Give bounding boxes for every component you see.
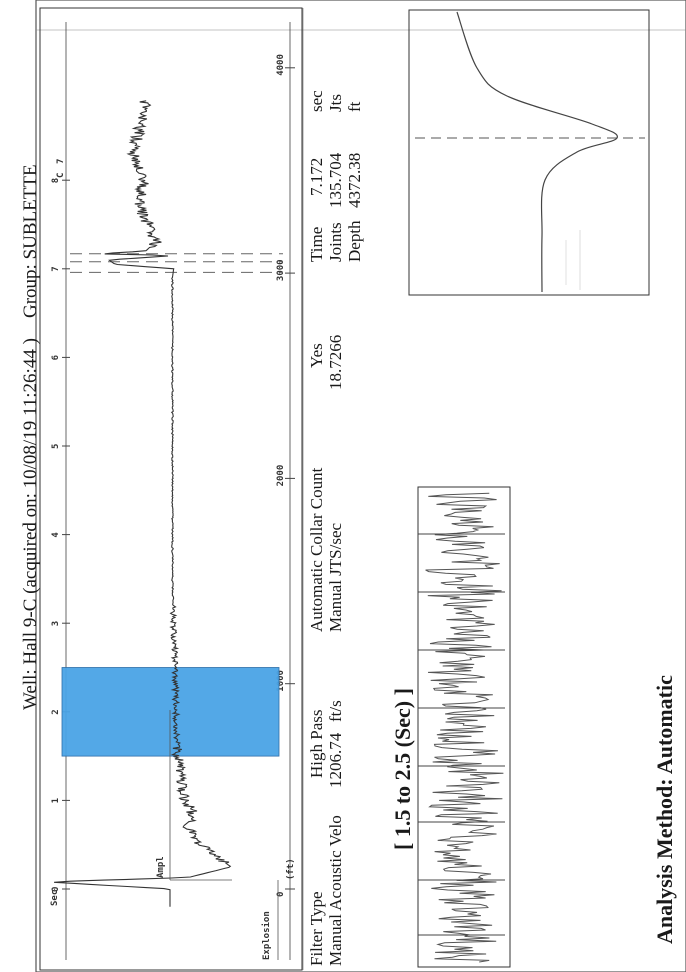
joints-unit: Jts (326, 94, 345, 112)
sec-tick-label: 4 (51, 532, 61, 538)
zoom-chart (408, 9, 650, 296)
ft-tick-label: 4000 (276, 54, 286, 76)
ft-axis-label: (ft) (286, 858, 296, 880)
time-unit: sec (307, 90, 326, 112)
window-range-label: [ 1.5 to 2.5 (Sec) ] (390, 688, 415, 850)
ft-tick-label: 0 (276, 892, 286, 897)
window-chart (417, 486, 511, 968)
well-label: Well: Hall 9-C (acquired on: 10/08/19 11… (20, 338, 41, 710)
explosion-label: Explosion (262, 911, 272, 960)
velocity-value: 1206.74 (326, 732, 345, 788)
jts-value: 18.7266 (326, 334, 345, 390)
acoustic-trace (54, 100, 232, 907)
sec-tick-label: 1 (51, 798, 61, 803)
analysis-method-label: Analysis Method: Automatic (652, 675, 677, 944)
ft-tick-label: 2000 (276, 465, 286, 487)
sec-tick-label: 0 (51, 887, 61, 892)
filter-type-label: Filter Type (307, 891, 326, 966)
group-label: Group: SUBLETTE (20, 164, 41, 318)
velocity-label: Manual Acoustic Velo (326, 815, 345, 966)
time-value: 7.172 (307, 157, 326, 196)
depth-value: 4372.38 (345, 152, 364, 208)
collar-count-value: Yes (307, 343, 326, 368)
collar-marker-lines (70, 253, 283, 273)
sec-tick-label: 8 (51, 178, 61, 183)
depth-label: Depth (345, 220, 364, 262)
collar-marker-label-c: C (56, 172, 66, 178)
sec-axis-label: Sec (50, 889, 60, 906)
sec-tick-label: 5 (51, 444, 61, 449)
ft-tick-label: 3000 (276, 259, 286, 281)
window-chart-frame (417, 486, 511, 968)
collar-marker-label-7: 7 (56, 158, 66, 164)
depth-unit: ft (345, 101, 364, 112)
filter-type-value: High Pass (307, 709, 326, 778)
sec-tick-label: 6 (51, 355, 61, 360)
sec-tick-label: 2 (51, 709, 61, 714)
time-label: Time (307, 226, 326, 262)
jts-label: Manual JTS/sec (326, 522, 345, 632)
sec-tick-label: 3 (51, 621, 61, 626)
collar-count-label: Automatic Collar Count (307, 467, 326, 632)
amplitude-label: Ampl (156, 856, 166, 878)
window-trace (425, 492, 504, 963)
sec-axis-ticks: 0 1 2 3 4 5 6 7 8 (51, 178, 70, 892)
analysis-window-highlight (61, 667, 280, 757)
zoom-chart-frame (408, 9, 650, 296)
velocity-unit: ft/s (326, 700, 345, 722)
page-border (35, 0, 686, 972)
zoom-trace (456, 11, 618, 293)
joints-label: Joints (326, 222, 345, 262)
main-chart-frame (39, 7, 303, 971)
ft-axis-ticks: 010002000300040005000 (276, 54, 295, 897)
ft-tick-label: 1000 (276, 670, 286, 692)
joints-value: 135.704 (326, 152, 345, 208)
sec-tick-label: 7 (51, 266, 61, 271)
